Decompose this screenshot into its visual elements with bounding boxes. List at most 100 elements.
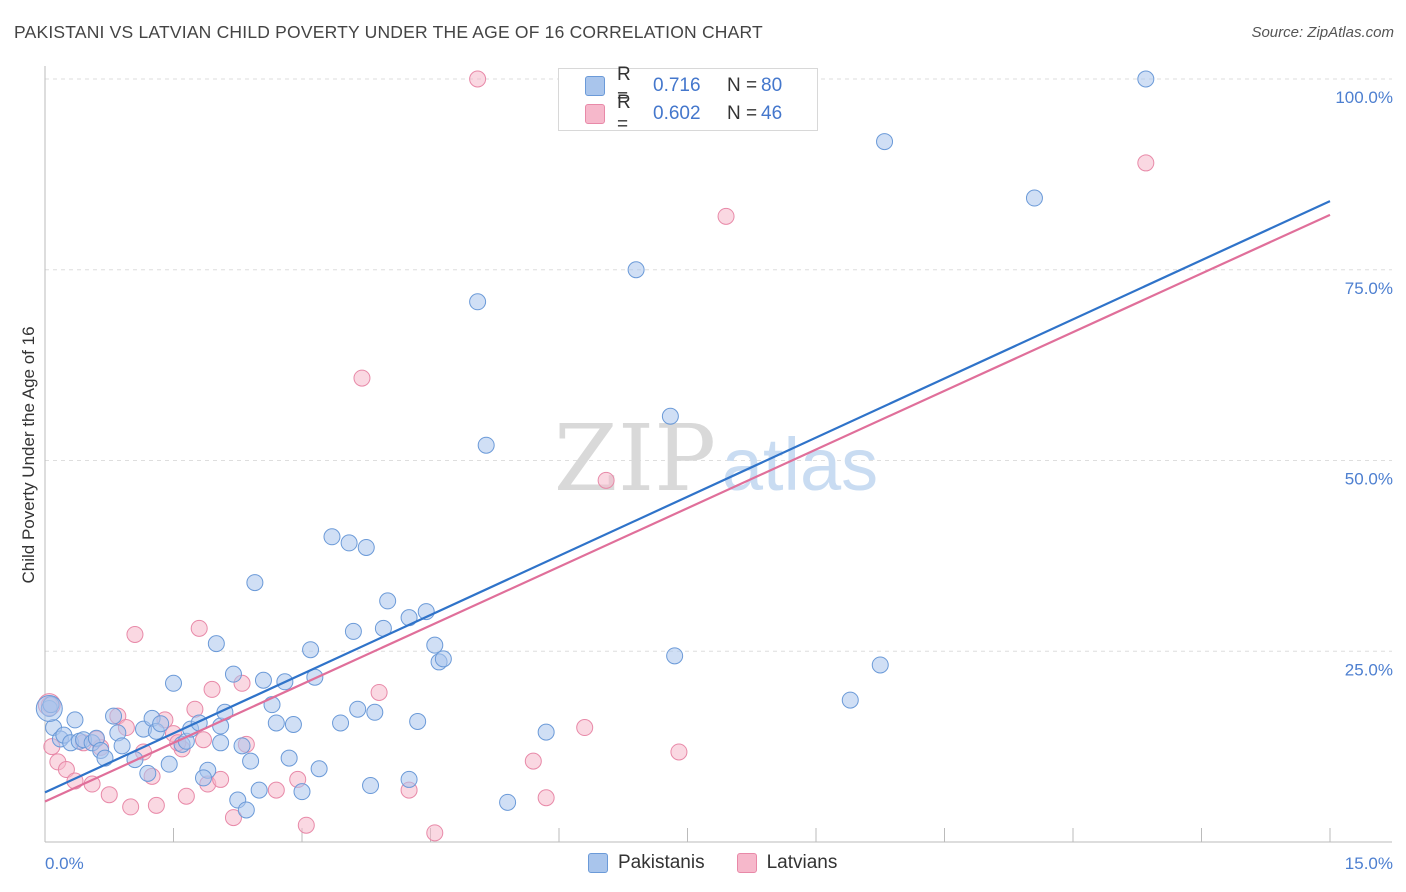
pakistani-point bbox=[139, 764, 157, 782]
pakistani-point bbox=[246, 574, 264, 592]
pakistani-points bbox=[35, 70, 1155, 819]
y-tick-label: 25.0% bbox=[1345, 660, 1393, 679]
n-value-latvians: 46 bbox=[761, 103, 783, 124]
pakistani-point bbox=[323, 528, 341, 546]
latvian-point bbox=[597, 471, 615, 489]
pakistani-point bbox=[105, 707, 123, 725]
legend-item-latvians[interactable]: Latvians bbox=[736, 852, 838, 874]
n-label: N = bbox=[727, 75, 758, 96]
latvian-point bbox=[524, 752, 542, 770]
x-tick-label: 0.0% bbox=[45, 854, 84, 873]
latvian-point bbox=[267, 781, 285, 799]
latvian-point bbox=[670, 743, 688, 761]
latvian-point bbox=[212, 770, 230, 788]
latvian-point bbox=[122, 798, 140, 816]
gridlines bbox=[45, 78, 1392, 652]
n-label: N = bbox=[727, 103, 758, 124]
pakistani-point bbox=[661, 407, 679, 425]
latvian-point bbox=[203, 680, 221, 698]
pakistanis-swatch bbox=[585, 76, 605, 96]
x-tick-label: 15.0% bbox=[1345, 854, 1393, 873]
pakistani-point bbox=[302, 641, 320, 659]
watermark-atlas: atlas bbox=[722, 423, 878, 506]
legend-label-pakistanis: Pakistanis bbox=[618, 852, 705, 873]
pakistani-point bbox=[537, 723, 555, 741]
pakistani-point bbox=[627, 261, 645, 279]
chart-title: PAKISTANI VS LATVIAN CHILD POVERTY UNDER… bbox=[14, 22, 763, 42]
pakistani-trend-line bbox=[44, 200, 1331, 794]
pakistani-point bbox=[242, 752, 260, 770]
latvians-swatch bbox=[736, 853, 757, 873]
correlation-legend: R = 0.716 N = 80 R = 0.602 N = 46 bbox=[558, 64, 818, 135]
r-value-pakistanis: 0.716 bbox=[653, 75, 701, 96]
pakistani-point bbox=[477, 436, 495, 454]
pakistani-point bbox=[237, 801, 255, 819]
latvian-point bbox=[100, 786, 118, 804]
pakistani-point bbox=[499, 793, 517, 811]
watermark: ZIP atlas bbox=[554, 405, 878, 512]
pakistani-point bbox=[284, 715, 302, 733]
pakistani-point bbox=[224, 665, 242, 683]
latvian-point bbox=[224, 809, 242, 827]
pakistani-point bbox=[366, 703, 384, 721]
latvian-point bbox=[370, 683, 388, 701]
pakistani-point bbox=[379, 592, 397, 610]
n-value-pakistanis: 80 bbox=[761, 75, 783, 96]
latvian-point bbox=[537, 789, 555, 807]
pakistani-point bbox=[293, 783, 311, 801]
latvian-point bbox=[297, 816, 315, 834]
legend-row-latvians: R = 0.602 N = 46 bbox=[585, 92, 783, 135]
pakistani-point bbox=[841, 691, 859, 709]
pakistani-point bbox=[66, 711, 84, 729]
legend-label-latvians: Latvians bbox=[766, 852, 838, 873]
pakistani-point bbox=[267, 714, 285, 732]
legend-row-pakistanis: R = 0.716 N = 80 bbox=[585, 64, 783, 107]
series-legend: Pakistanis Latvians bbox=[588, 852, 869, 874]
latvian-point bbox=[177, 787, 195, 805]
pakistani-point bbox=[426, 636, 444, 654]
latvian-point bbox=[190, 619, 208, 637]
pakistani-point bbox=[340, 534, 358, 552]
latvian-trend-line bbox=[44, 213, 1331, 803]
latvian-point bbox=[1137, 154, 1155, 172]
pakistani-point bbox=[165, 674, 182, 692]
pakistani-point bbox=[469, 293, 487, 311]
legend-item-pakistanis[interactable]: Pakistanis bbox=[588, 852, 705, 874]
pakistani-point bbox=[207, 635, 225, 653]
watermark-zip: ZIP bbox=[554, 405, 716, 512]
pakistani-point bbox=[250, 781, 268, 799]
pakistani-point bbox=[871, 656, 889, 674]
tick-labels: 25.0% 50.0% 75.0% 100.0% 0.0% 15.0% Child Pove… bbox=[19, 88, 1393, 873]
pakistani-point bbox=[400, 770, 418, 788]
latvian-point bbox=[126, 625, 144, 643]
trend-lines bbox=[44, 200, 1331, 803]
pakistani-point bbox=[35, 694, 63, 722]
pakistani-point bbox=[666, 647, 684, 665]
source-label: Source: ZipAtlas.com bbox=[1251, 24, 1394, 41]
r-label: R = bbox=[617, 64, 631, 107]
pakistani-point bbox=[357, 538, 375, 556]
pakistani-point bbox=[434, 650, 452, 668]
pakistani-point bbox=[332, 714, 350, 732]
pakistani-point bbox=[280, 749, 298, 767]
pakistani-point bbox=[1137, 70, 1155, 88]
pakistani-point bbox=[212, 734, 230, 752]
pakistani-point bbox=[409, 712, 427, 730]
pakistani-point bbox=[310, 760, 328, 778]
latvian-point bbox=[717, 207, 735, 225]
pakistani-point bbox=[254, 671, 272, 689]
y-axis-label: Child Poverty Under the Age of 16 bbox=[19, 326, 38, 583]
axes bbox=[44, 66, 1392, 843]
pakistani-point bbox=[194, 769, 212, 787]
latvians-swatch bbox=[585, 104, 605, 124]
pakistani-point bbox=[362, 777, 380, 795]
pakistani-point bbox=[876, 133, 894, 151]
pakistani-point bbox=[344, 622, 362, 640]
latvian-point bbox=[57, 761, 75, 779]
pakistani-point bbox=[349, 700, 367, 718]
r-label: R = bbox=[617, 92, 631, 135]
latvian-point bbox=[353, 369, 371, 387]
pakistanis-swatch bbox=[588, 853, 608, 873]
r-value-latvians: 0.602 bbox=[653, 103, 701, 124]
